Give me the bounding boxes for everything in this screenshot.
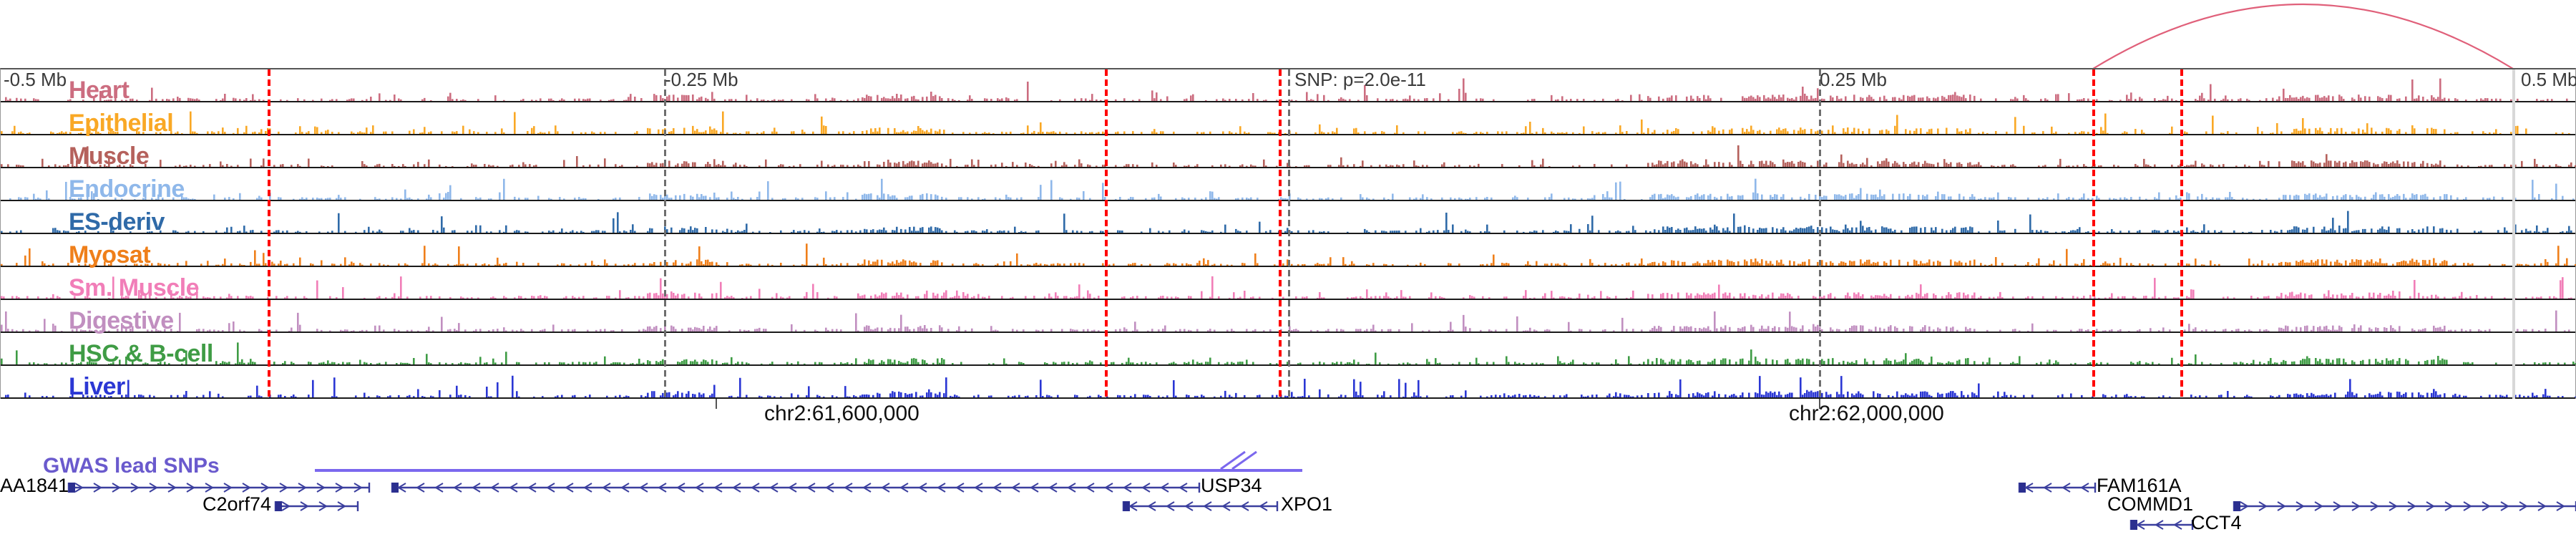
signal-histogram [1, 102, 2575, 134]
track-hsc-b-cell[interactable]: HSC & B-cell [1, 333, 2576, 366]
gwas-snp-span[interactable] [1224, 469, 1302, 472]
track-sm-muscle[interactable]: Sm. Muscle [1, 267, 2575, 300]
gene-label: XPO1 [1281, 493, 1333, 515]
track-digestive[interactable]: Digestive [1, 300, 2575, 333]
gwas-snp-riser [1220, 450, 1257, 470]
signal-histogram [1, 69, 2575, 101]
track-endocrine[interactable]: Endocrine [1, 168, 2575, 201]
signal-track-panel: Heart -0.5 Mb -0.25 Mb SNP: p=2.0e-11 0.25 M… [0, 68, 2576, 399]
coordinate-tick [716, 399, 717, 409]
gene-label: C2orf74 [203, 493, 272, 515]
interaction-arc-region [0, 0, 2576, 68]
gene-annotation-track: AA1841 C2orf74 USP34 XPO1 FAM161A COMMD1 CCT4 [0, 475, 2576, 537]
ruler-label: -0.25 Mb [665, 69, 738, 90]
gwas-snp-span[interactable] [315, 469, 1224, 472]
locus-coordinate-label: chr2:62,000,000 [1789, 402, 1944, 425]
signal-histogram [1, 135, 2576, 167]
gwas-lead-snps-track: GWAS lead SNPs [0, 450, 2576, 480]
signal-histogram [1, 168, 2575, 200]
signal-histogram [1, 201, 2575, 233]
gene-label: USP34 [1201, 475, 1262, 496]
ruler-label: SNP: p=2.0e-11 [1294, 69, 1426, 90]
gene-aa1841[interactable]: AA1841 [0, 475, 2576, 497]
gene-usp34[interactable]: USP34 [0, 475, 2576, 497]
gwas-lead-snps-label: GWAS lead SNPs [43, 454, 220, 478]
gene-label: AA1841 [0, 475, 69, 496]
locus-coordinate-label: chr2:61,600,000 [764, 402, 919, 425]
track-heart[interactable]: Heart -0.5 Mb -0.25 Mb SNP: p=2.0e-11 0.25 M… [1, 69, 2576, 102]
gene-fam161a[interactable]: FAM161A [0, 475, 2576, 497]
track-myosat[interactable]: Myosat [1, 234, 2576, 267]
signal-histogram [1, 366, 2576, 397]
gene-c2orf74[interactable]: C2orf74 [0, 493, 2576, 516]
gene-xpo1[interactable]: XPO1 [0, 493, 2576, 516]
gene-commd1[interactable]: COMMD1 [0, 493, 2576, 516]
signal-histogram [1, 267, 2575, 299]
track-es-deriv[interactable]: ES-deriv [1, 201, 2575, 234]
signal-histogram [1, 300, 2575, 332]
track-liver[interactable]: Liver [1, 366, 2576, 399]
ruler-label: -0.5 Mb [4, 69, 67, 90]
ruler-label: 0.25 Mb [1820, 69, 1887, 90]
track-epithelial[interactable]: Epithelial [1, 102, 2575, 135]
signal-histogram [1, 234, 2576, 266]
gene-label: COMMD1 [2107, 493, 2193, 515]
gene-label: CCT4 [2191, 512, 2242, 533]
gene-cct4[interactable]: CCT4 [0, 512, 2576, 534]
coordinate-row: chr2:61,600,000 chr2:62,000,000 [0, 399, 2576, 432]
signal-histogram [1, 333, 2576, 364]
track-muscle[interactable]: Muscle [1, 135, 2576, 168]
ruler-label: 0.5 Mb [2521, 69, 2576, 90]
gene-label: FAM161A [2097, 475, 2182, 496]
coordinate-tick [1819, 399, 1820, 409]
interaction-arc [2092, 3, 2514, 68]
